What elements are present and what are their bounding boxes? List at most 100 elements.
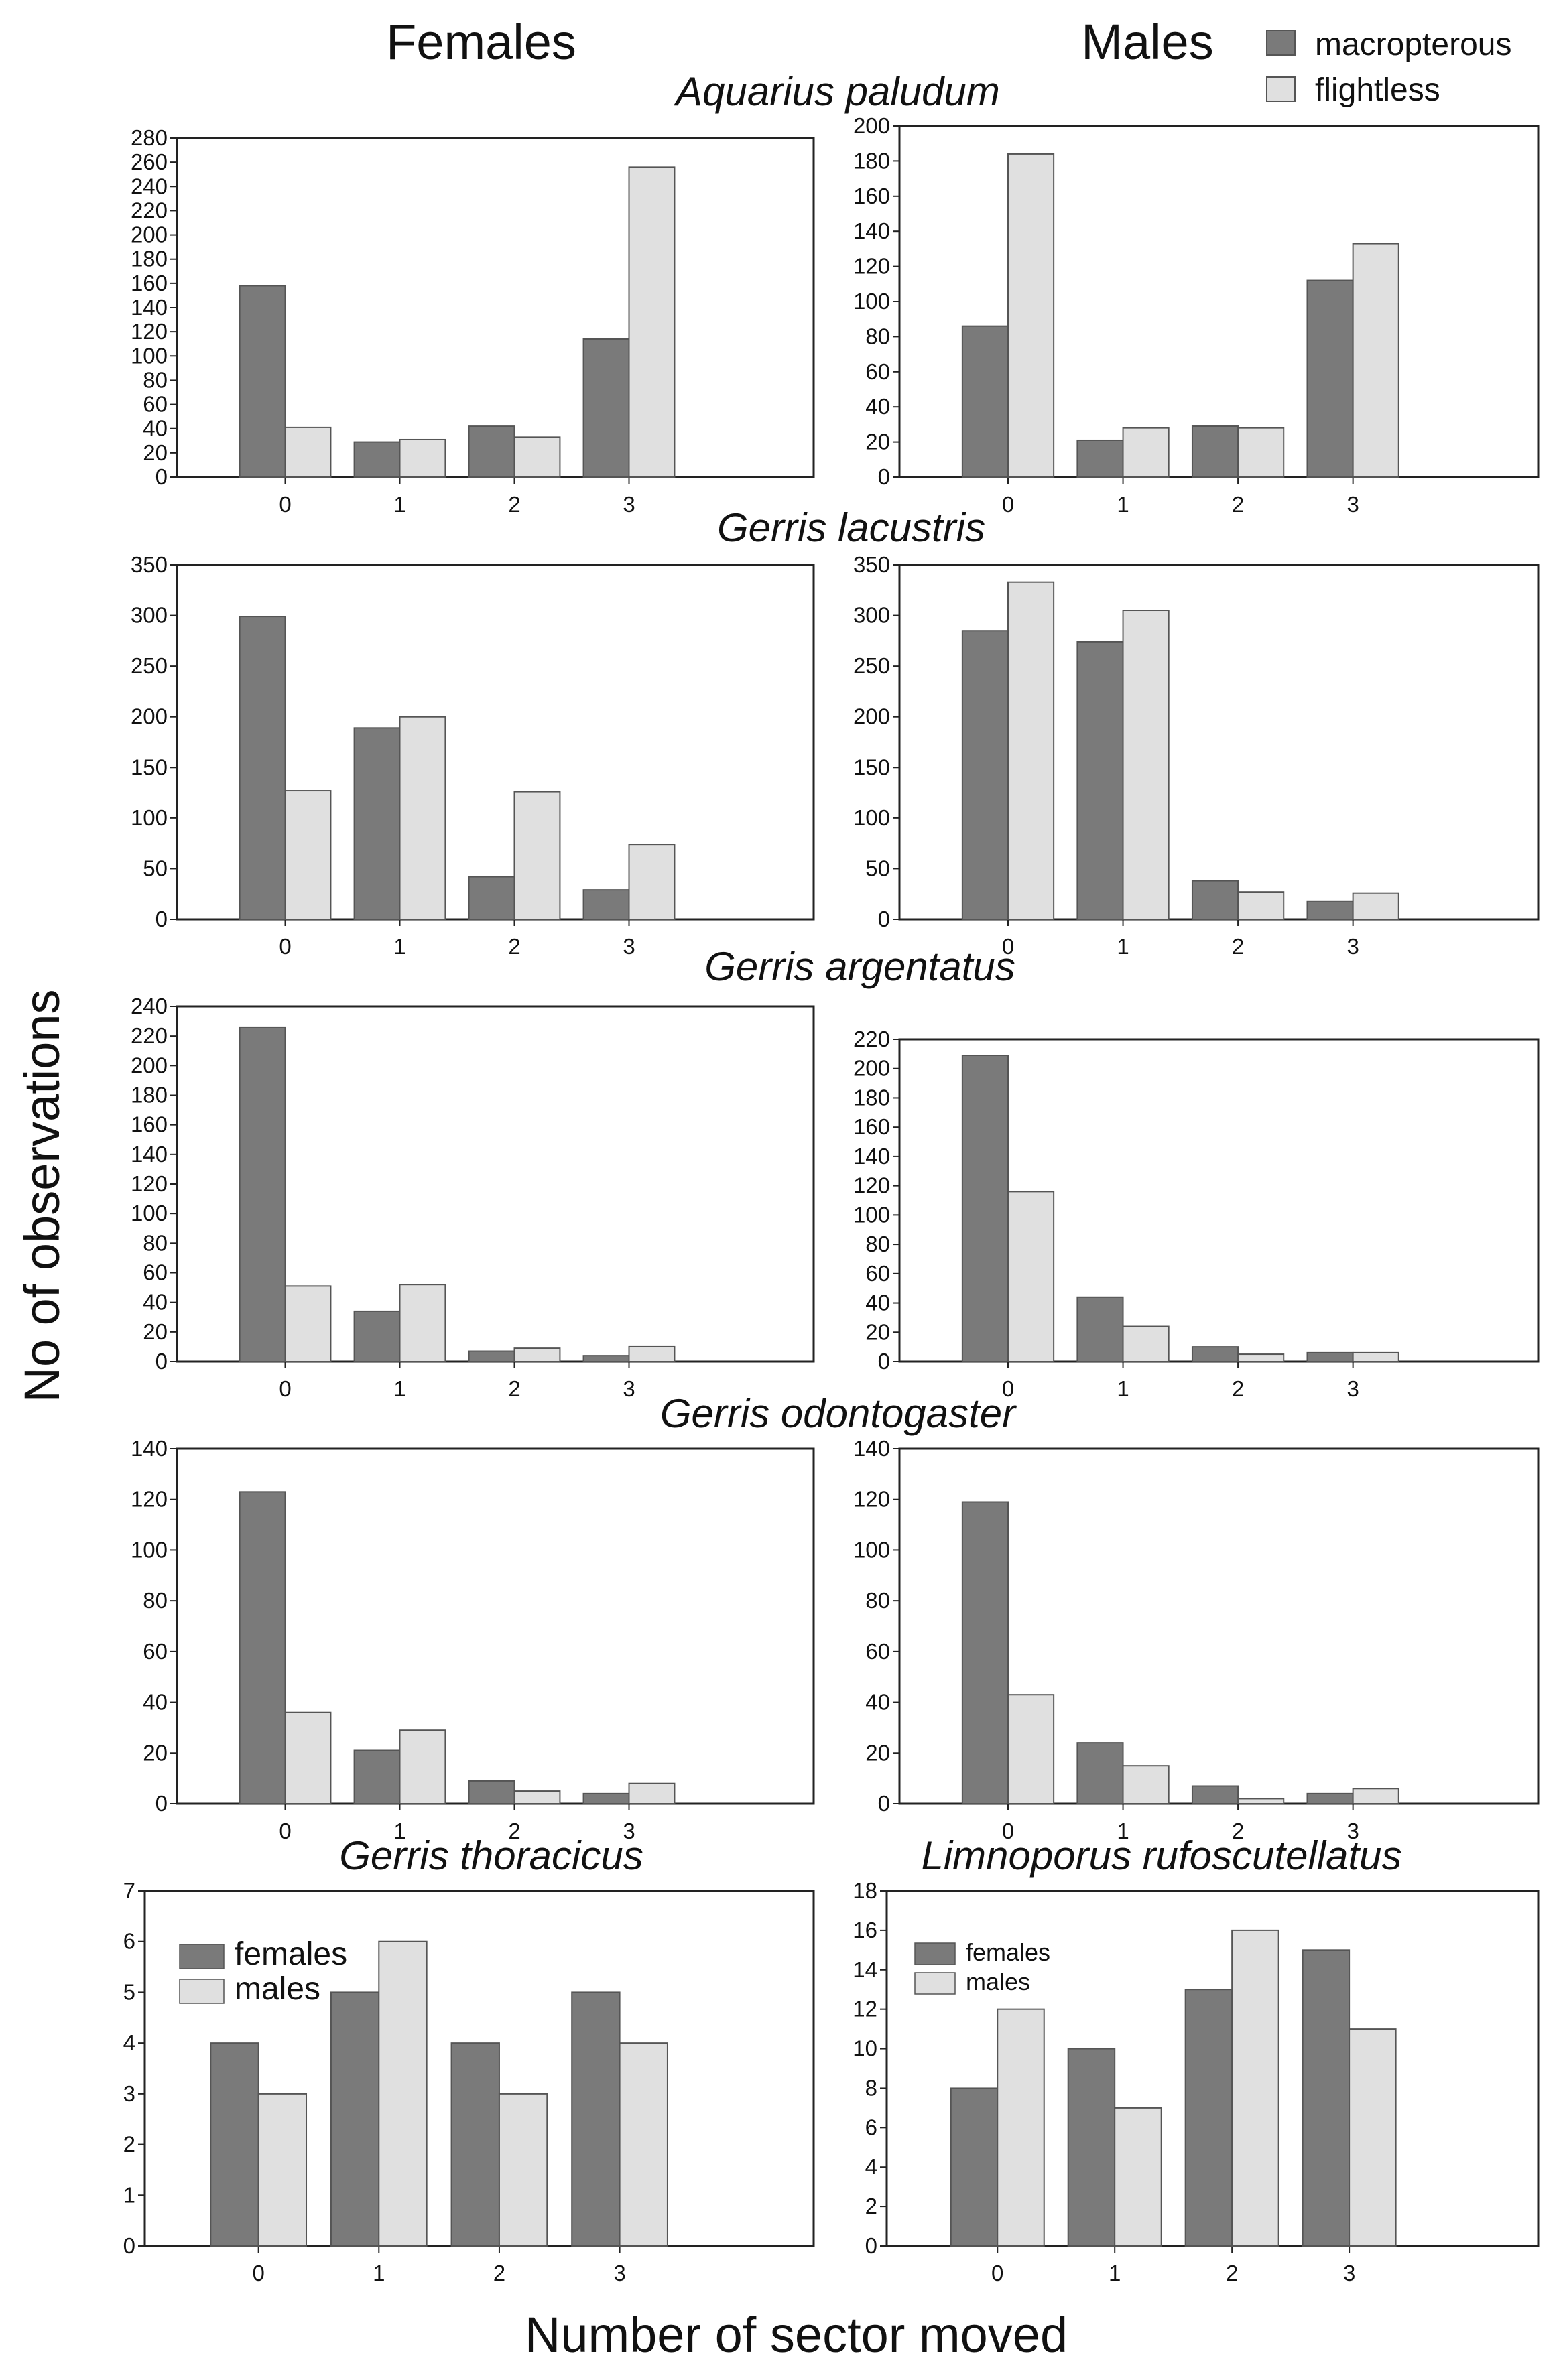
y-tick-label: 60 [143, 1639, 168, 1664]
bar-flightless [284, 1285, 332, 1362]
x-tick-label: 3 [1347, 934, 1359, 959]
species-title: Gerris thoracicus [339, 1833, 643, 1878]
bar-females [450, 2042, 500, 2247]
bar-macropterous [961, 1055, 1009, 1363]
bar-macropterous [353, 727, 401, 920]
x-tick-label: 1 [373, 2261, 385, 2286]
x-tick-label: 1 [393, 492, 405, 517]
y-tick-label: 0 [155, 464, 168, 489]
y-tick-label: 20 [143, 1740, 168, 1765]
y-tick-label: 18 [853, 1878, 877, 1903]
y-tick-label: 4 [865, 2154, 877, 2179]
bar-females [571, 1991, 621, 2247]
bar-flightless [513, 791, 561, 921]
bar-flightless [628, 844, 676, 921]
chart-2: 0 20 40 60 80 100 120 140 160 180 200 0 1 2 3 [853, 113, 1540, 517]
y-tick-label: 140 [853, 1436, 890, 1461]
y-tick-label: 120 [131, 1171, 168, 1196]
y-tick-label: 60 [865, 1261, 890, 1286]
bar-males [1231, 1929, 1279, 2247]
x-tick-label: 3 [623, 1376, 635, 1401]
chart-10: Limnoporus rufoscutellatus02468101214161… [853, 1833, 1540, 2286]
bar-macropterous [582, 338, 630, 478]
bar-males [498, 2093, 548, 2247]
chart-1: Aquarius paludum020406080100120140160180… [131, 69, 1000, 517]
y-tick-label: 0 [865, 2233, 877, 2258]
bar-macropterous [239, 1026, 286, 1362]
bar-flightless [1352, 243, 1399, 478]
x-tick-label: 3 [613, 2261, 625, 2286]
x-tick-label: 1 [1117, 492, 1129, 517]
bar-macropterous [468, 1350, 515, 1362]
y-tick-label: 120 [131, 1487, 168, 1512]
x-tick-label: 0 [1002, 934, 1014, 959]
bar-macropterous [239, 1491, 286, 1805]
bar-flightless [513, 1347, 561, 1362]
x-tick-label: 3 [623, 492, 635, 517]
y-tick-label: 140 [853, 1144, 890, 1169]
bar-macropterous [1306, 900, 1354, 921]
bar-macropterous [1306, 279, 1354, 478]
y-tick-label: 0 [123, 2233, 135, 2258]
y-tick-label: 0 [878, 1791, 890, 1816]
x-tick-label: 2 [1232, 492, 1244, 517]
x-tick-label: 3 [1347, 1376, 1359, 1401]
column-title-males: Males [1081, 14, 1213, 70]
legend-label-females: females [235, 1936, 347, 1972]
y-tick-label: 20 [865, 1740, 890, 1765]
bar-macropterous [961, 1501, 1009, 1804]
bar-flightless [1007, 581, 1055, 920]
bar-macropterous [1306, 1792, 1354, 1805]
y-tick-label: 100 [131, 1537, 168, 1562]
y-tick-label: 40 [143, 1690, 168, 1715]
y-tick-label: 80 [865, 324, 890, 348]
x-tick-label: 0 [279, 1376, 291, 1401]
y-tick-label: 0 [155, 1349, 168, 1374]
bar-flightless [399, 1284, 446, 1362]
y-tick-label: 60 [143, 1260, 168, 1285]
y-tick-label: 80 [865, 1232, 890, 1256]
bar-flightless [1237, 1353, 1285, 1363]
y-tick-label: 200 [131, 222, 168, 247]
legend-swatch-males [914, 1972, 956, 1995]
bar-flightless [1007, 1191, 1055, 1363]
bar-flightless [513, 1790, 561, 1805]
x-axis-label: Number of sector moved [525, 2307, 1068, 2363]
y-tick-label: 6 [865, 2115, 877, 2139]
y-tick-label: 250 [131, 653, 168, 678]
y-tick-label: 120 [853, 1173, 890, 1198]
y-tick-label: 7 [123, 1878, 135, 1903]
x-tick-label: 2 [1232, 1819, 1244, 1843]
chart-5: Gerris argentatus02040608010012014016018… [131, 944, 1015, 1401]
bar-flightless [1237, 891, 1285, 920]
y-tick-label: 180 [131, 1083, 168, 1108]
y-tick-label: 140 [131, 1436, 168, 1461]
bar-females [330, 1991, 380, 2247]
bar-macropterous [582, 889, 630, 921]
bar-macropterous [1306, 1351, 1354, 1363]
y-tick-label: 100 [131, 343, 168, 368]
y-tick-label: 160 [131, 271, 168, 295]
legend-label-macropterous: macropterous [1315, 27, 1511, 62]
y-tick-label: 20 [143, 1319, 168, 1344]
y-tick-label: 160 [131, 1112, 168, 1137]
y-tick-label: 0 [878, 1349, 890, 1374]
main-legend: macropterous flightless [1266, 27, 1511, 108]
x-tick-label: 1 [1109, 2261, 1121, 2286]
y-tick-label: 40 [865, 1690, 890, 1715]
bar-macropterous [353, 1310, 401, 1362]
x-tick-label: 0 [279, 492, 291, 517]
y-tick-label: 16 [853, 1918, 877, 1942]
y-tick-label: 6 [123, 1929, 135, 1954]
x-tick-label: 3 [1347, 1819, 1359, 1843]
y-tick-label: 300 [131, 603, 168, 628]
bar-macropterous [1076, 641, 1124, 921]
x-tick-label: 3 [1343, 2261, 1355, 2286]
x-tick-label: 0 [279, 934, 291, 959]
y-tick-label: 10 [853, 2036, 877, 2061]
species-title: Limnoporus rufoscutellatus [921, 1833, 1401, 1878]
y-tick-label: 3 [123, 2081, 135, 2106]
y-tick-label: 0 [155, 907, 168, 931]
y-tick-label: 120 [853, 1487, 890, 1512]
bar-females [1067, 2048, 1116, 2247]
